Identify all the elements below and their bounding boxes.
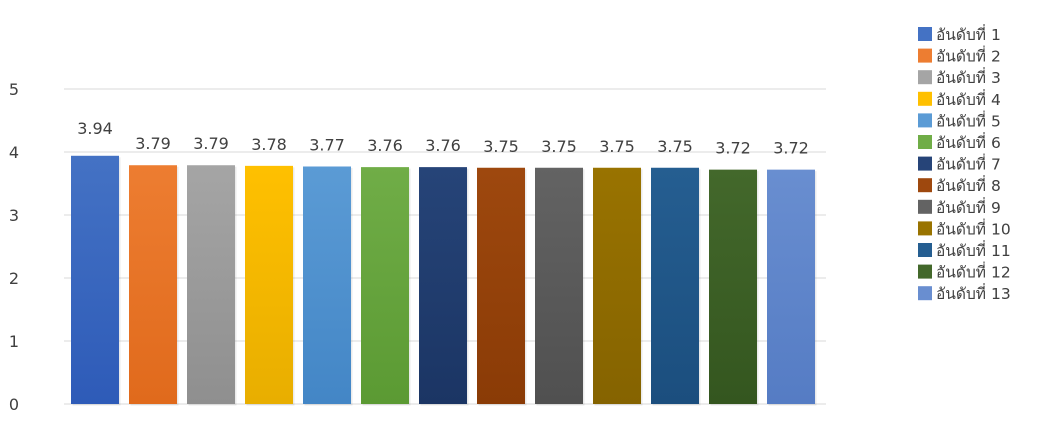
data-label-1: 3.94 xyxy=(77,119,113,138)
data-label-3: 3.79 xyxy=(193,134,229,153)
legend-label: อันดับที่ 10 xyxy=(936,218,1011,238)
legend-swatch xyxy=(918,156,932,171)
legend-label: อันดับที่ 4 xyxy=(936,89,1001,109)
data-label-7: 3.76 xyxy=(425,136,461,155)
legend-item-4: อันดับที่ 4 xyxy=(918,89,1001,109)
legend-label: อันดับที่ 7 xyxy=(936,154,1001,174)
y-tick-label: 2 xyxy=(9,269,19,288)
legend-label: อันดับที่ 2 xyxy=(936,46,1001,66)
legend-item-13: อันดับที่ 13 xyxy=(918,283,1011,303)
data-labels: 3.94 3.79 3.79 3.78 3.77 3.76 3.76 3.75 3.75 3.75… xyxy=(77,119,809,158)
bars xyxy=(71,155,817,406)
legend-swatch xyxy=(918,91,932,106)
legend-swatch xyxy=(918,221,932,236)
bar-4 xyxy=(245,165,293,404)
bar-2 xyxy=(129,165,177,404)
legend-item-11: อันดับที่ 11 xyxy=(918,240,1011,260)
legend-swatch xyxy=(918,113,932,128)
data-label-9: 3.75 xyxy=(541,137,577,156)
data-label-8: 3.75 xyxy=(483,137,519,156)
bar-8 xyxy=(477,167,525,404)
bar-1 xyxy=(71,155,119,404)
legend-swatch xyxy=(918,70,932,85)
legend-item-8: อันดับที่ 8 xyxy=(918,175,1001,195)
legend-label: อันดับที่ 13 xyxy=(936,283,1011,303)
legend-label: อันดับที่ 3 xyxy=(936,67,1001,87)
legend: อันดับที่ 1อันดับที่ 2อันดับที่ 3อันดับท… xyxy=(918,24,1011,303)
legend-item-1: อันดับที่ 1 xyxy=(918,24,1001,44)
bar-5 xyxy=(303,166,351,404)
y-tick-label: 4 xyxy=(9,143,19,162)
bar-11 xyxy=(651,167,699,404)
data-label-2: 3.79 xyxy=(135,134,171,153)
bar-13 xyxy=(767,169,815,404)
y-tick-label: 5 xyxy=(9,80,19,99)
legend-label: อันดับที่ 8 xyxy=(936,175,1001,195)
y-tick-label: 1 xyxy=(9,332,19,351)
legend-item-9: อันดับที่ 9 xyxy=(918,197,1001,217)
legend-swatch xyxy=(918,178,932,193)
legend-item-7: อันดับที่ 7 xyxy=(918,154,1001,174)
data-label-10: 3.75 xyxy=(599,137,635,156)
legend-item-6: อันดับที่ 6 xyxy=(918,132,1001,152)
data-label-12: 3.72 xyxy=(715,139,751,158)
data-label-11: 3.75 xyxy=(657,137,693,156)
legend-swatch xyxy=(918,27,932,41)
bar-12 xyxy=(709,169,757,404)
legend-label: อันดับที่ 5 xyxy=(936,110,1001,130)
legend-label: อันดับที่ 1 xyxy=(936,24,1001,44)
legend-label: อันดับที่ 9 xyxy=(936,197,1001,217)
legend-swatch xyxy=(918,135,932,149)
legend-item-12: อันดับที่ 12 xyxy=(918,262,1011,282)
legend-swatch xyxy=(918,286,932,301)
legend-swatch xyxy=(918,264,932,279)
y-tick-label: 0 xyxy=(9,395,19,414)
y-tick-label: 3 xyxy=(9,206,19,225)
data-label-5: 3.77 xyxy=(309,135,345,154)
data-label-4: 3.78 xyxy=(251,135,287,154)
bar-7 xyxy=(419,167,467,404)
bar-9 xyxy=(535,167,583,404)
legend-item-10: อันดับที่ 10 xyxy=(918,218,1011,238)
legend-label: อันดับที่ 12 xyxy=(936,262,1011,282)
legend-item-2: อันดับที่ 2 xyxy=(918,46,1001,66)
legend-label: อันดับที่ 6 xyxy=(936,132,1001,152)
data-label-13: 3.72 xyxy=(773,139,809,158)
legend-swatch xyxy=(918,48,932,63)
legend-swatch xyxy=(918,243,932,257)
legend-item-5: อันดับที่ 5 xyxy=(918,110,1001,130)
bar-3 xyxy=(187,165,235,404)
legend-label: อันดับที่ 11 xyxy=(936,240,1011,260)
bar-6 xyxy=(361,167,409,404)
bar-10 xyxy=(593,167,641,404)
legend-swatch xyxy=(918,199,932,214)
data-label-6: 3.76 xyxy=(367,136,403,155)
legend-item-3: อันดับที่ 3 xyxy=(918,67,1001,87)
y-axis-ticks: 0 1 2 3 4 5 xyxy=(9,80,19,414)
